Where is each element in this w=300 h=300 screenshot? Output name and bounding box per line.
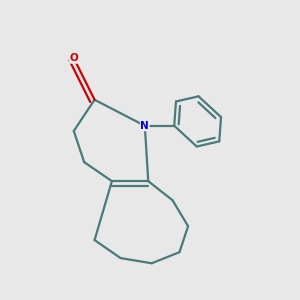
Text: O: O bbox=[69, 53, 78, 63]
Text: N: N bbox=[140, 121, 149, 131]
